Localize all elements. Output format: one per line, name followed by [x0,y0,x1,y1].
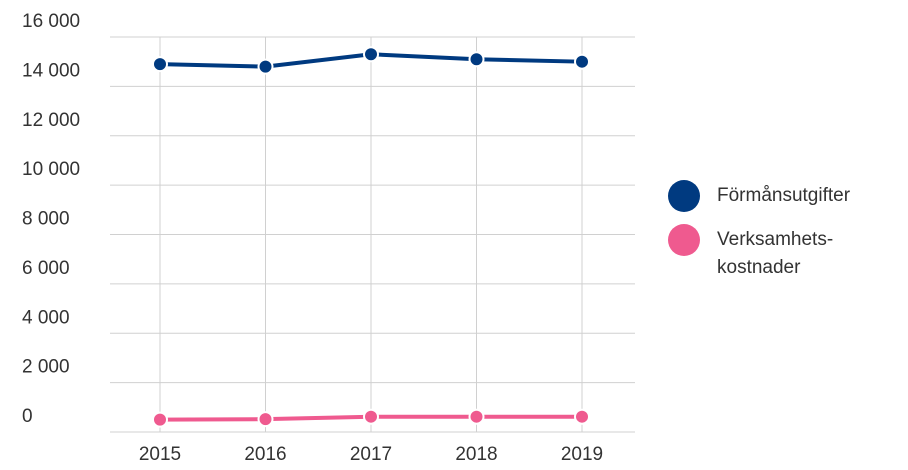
x-tick-label: 2016 [244,444,286,465]
x-tick-label: 2019 [561,444,603,465]
point [152,56,168,73]
x-tick-label: 2017 [350,444,392,465]
y-tick-label: 2 000 [22,357,70,378]
legend-label: Förmånsutgifter [717,185,851,206]
y-tick-label: 0 [22,406,33,427]
point [152,411,168,428]
legend-swatch [668,180,700,212]
x-tick-label: 2018 [455,444,497,465]
point [468,51,485,68]
point [574,408,590,425]
point [363,46,379,63]
legend: Förmånsutgifter Verksamhets-kostnader [668,180,877,294]
point [257,58,274,75]
y-tick-label: 4 000 [22,307,70,328]
y-tick-label: 6 000 [22,258,70,279]
point [363,408,379,425]
x-tick-label: 2015 [139,444,181,465]
y-tick-label: 14 000 [22,60,80,81]
y-tick-label: 10 000 [22,159,80,180]
legend-item: Verksamhets-kostnader [668,224,877,282]
y-tick-label: 12 000 [22,110,80,131]
y-tick-label: 16 000 [22,11,80,32]
legend-swatch [668,224,700,256]
point [257,411,274,428]
point [468,408,485,425]
legend-item: Förmånsutgifter [668,180,877,212]
legend-label: Verksamhets-kostnader [717,229,834,278]
y-tick-label: 8 000 [22,209,70,230]
point [574,53,590,70]
